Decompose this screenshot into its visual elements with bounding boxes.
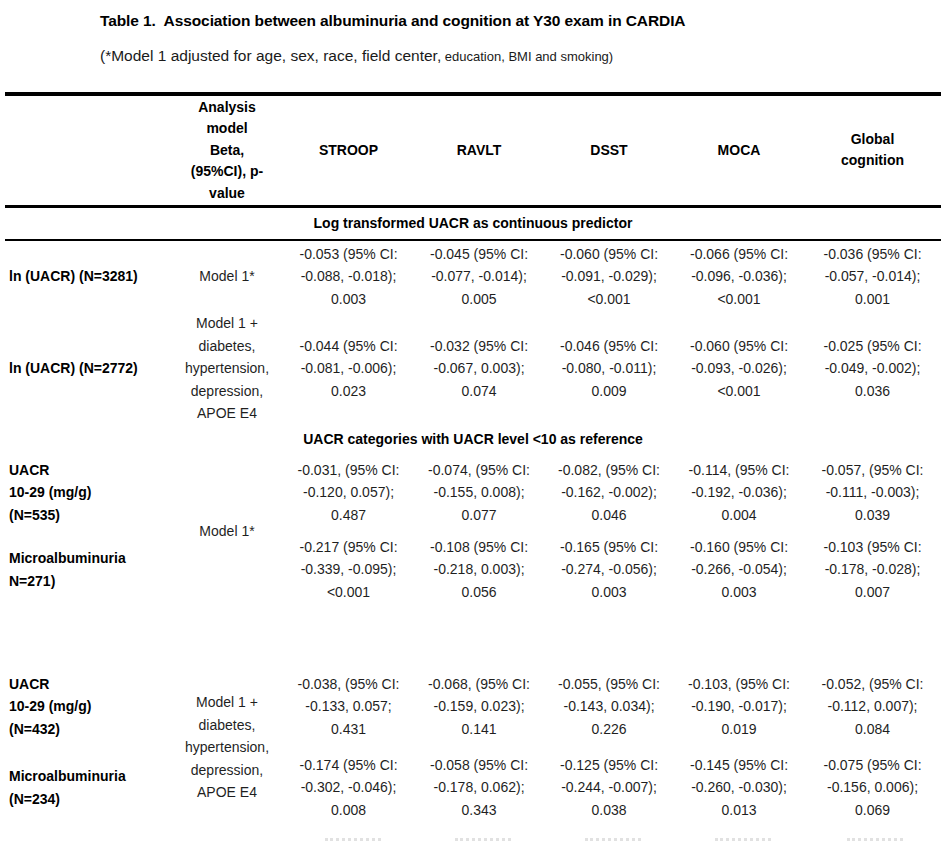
section-title-categories: UACR categories with UACR level <10 as r… <box>5 425 941 455</box>
beta-ci-p-cell: -0.052, (95% CI: -0.112, 0.007); 0.084 <box>804 667 941 747</box>
column-header-dsst: DSST <box>544 94 674 206</box>
beta-ci-p-cell: -0.074, (95% CI: -0.155, 0.008); 0.077 <box>414 455 544 531</box>
beta-ci-p-cell: -0.114, (95% CI: -0.192, -0.036); 0.004 <box>674 455 804 531</box>
beta-ci-p-cell: -0.145 (95% CI: -0.260, -0.030); 0.013 <box>674 747 804 829</box>
section-gap <box>5 609 941 667</box>
corner-cell <box>5 94 171 206</box>
model-note: (*Model 1 adjusted for age, sex, race, f… <box>100 47 946 65</box>
clipped-text-mark <box>847 838 903 844</box>
row-label-uacr-10-29-432: UACR 10-29 (mg/g) (N=432) <box>5 667 171 747</box>
clipped-next-row-artifact <box>5 839 941 844</box>
beta-ci-p-cell: -0.053 (95% CI: -0.088, -0.018); 0.003 <box>283 240 414 312</box>
model-cell-model1-extended: Model 1 + diabetes, hypertension, depres… <box>171 312 283 425</box>
section-gap-row <box>5 609 941 667</box>
beta-ci-p-cell: -0.038, (95% CI: -0.133, 0.057; 0.431 <box>283 667 414 747</box>
results-table: Analysis model Beta, (95%CI), p- value S… <box>5 92 941 829</box>
model-cell-model1-group: Model 1* <box>171 455 283 609</box>
column-header-ravlt: RAVLT <box>414 94 544 206</box>
table-row-microalbuminuria-234: Microalbuminuria (N=234) -0.174 (95% CI:… <box>5 747 941 829</box>
model-cell-model1-extended-group: Model 1 + diabetes, hypertension, depres… <box>171 667 283 829</box>
clipped-text-mark <box>325 838 381 844</box>
beta-ci-p-cell: -0.060 (95% CI: -0.093, -0.026); <0.001 <box>674 312 804 425</box>
beta-ci-p-cell: -0.036 (95% CI: -0.057, -0.014); 0.001 <box>804 240 941 312</box>
clipped-text-mark <box>455 838 511 844</box>
model-note-small: education, BMI and smoking) <box>441 49 613 64</box>
table-row-microalbuminuria-271: Microalbuminuria N=271) -0.217 (95% CI: … <box>5 531 941 609</box>
beta-ci-p-cell: -0.025 (95% CI: -0.049, -0.002); 0.036 <box>804 312 941 425</box>
beta-ci-p-cell: -0.217 (95% CI: -0.339, -0.095); <0.001 <box>283 531 414 609</box>
beta-ci-p-cell: -0.075 (95% CI: -0.156, 0.006); 0.069 <box>804 747 941 829</box>
beta-ci-p-cell: -0.055, (95% CI: -0.143, 0.034); 0.226 <box>544 667 674 747</box>
clipped-text-mark <box>585 838 641 844</box>
column-header-moca: MOCA <box>674 94 804 206</box>
page-title: Table 1. Association between albuminuria… <box>100 12 946 30</box>
beta-ci-p-cell: -0.044 (95% CI: -0.081, -0.006); 0.023 <box>283 312 414 425</box>
column-header-stroop: STROOP <box>283 94 414 206</box>
beta-ci-p-cell: -0.174 (95% CI: -0.302, -0.046); 0.008 <box>283 747 414 829</box>
clipped-text-mark <box>715 838 771 844</box>
beta-ci-p-cell: -0.057, (95% CI: -0.111, -0.003); 0.039 <box>804 455 941 531</box>
beta-ci-p-cell: -0.103 (95% CI: -0.178, -0.028); 0.007 <box>804 531 941 609</box>
column-header-analysis-model: Analysis model Beta, (95%CI), p- value <box>171 94 283 206</box>
beta-ci-p-cell: -0.060 (95% CI: -0.091, -0.029); <0.001 <box>544 240 674 312</box>
table-row-ln-uacr-3281: ln (UACR) (N=3281) Model 1* -0.053 (95% … <box>5 240 941 312</box>
beta-ci-p-cell: -0.045 (95% CI: -0.077, -0.014); 0.005 <box>414 240 544 312</box>
table-row-uacr-10-29-432: UACR 10-29 (mg/g) (N=432) Model 1 + diab… <box>5 667 941 747</box>
section-header-row-categories: UACR categories with UACR level <10 as r… <box>5 425 941 455</box>
table-row-uacr-10-29-535: UACR 10-29 (mg/g) (N=535) Model 1* -0.03… <box>5 455 941 531</box>
beta-ci-p-cell: -0.082, (95% CI: -0.162, -0.002); 0.046 <box>544 455 674 531</box>
beta-ci-p-cell: -0.032 (95% CI: -0.067, 0.003); 0.074 <box>414 312 544 425</box>
beta-ci-p-cell: -0.165 (95% CI: -0.274, -0.056); 0.003 <box>544 531 674 609</box>
model-cell-model1: Model 1* <box>171 240 283 312</box>
model-note-main: (*Model 1 adjusted for age, sex, race, f… <box>100 47 441 64</box>
section-header-row-continuous: Log transformed UACR as continuous predi… <box>5 206 941 240</box>
beta-ci-p-cell: -0.068, (95% CI: -0.159, 0.023); 0.141 <box>414 667 544 747</box>
row-label-uacr-10-29-535: UACR 10-29 (mg/g) (N=535) <box>5 455 171 531</box>
row-label-ln-uacr-3281: ln (UACR) (N=3281) <box>5 240 171 312</box>
beta-ci-p-cell: -0.103, (95% CI: -0.190, -0.017); 0.019 <box>674 667 804 747</box>
column-header-global-cognition: Global cognition <box>804 94 941 206</box>
beta-ci-p-cell: -0.125 (95% CI: -0.244, -0.007); 0.038 <box>544 747 674 829</box>
row-label-microalbuminuria-234: Microalbuminuria (N=234) <box>5 747 171 829</box>
beta-ci-p-cell: -0.066 (95% CI: -0.096, -0.036); <0.001 <box>674 240 804 312</box>
beta-ci-p-cell: -0.031, (95% CI: -0.120, 0.057); 0.487 <box>283 455 414 531</box>
beta-ci-p-cell: -0.160 (95% CI: -0.266, -0.054); 0.003 <box>674 531 804 609</box>
table-header-row: Analysis model Beta, (95%CI), p- value S… <box>5 94 941 206</box>
section-title-continuous: Log transformed UACR as continuous predi… <box>5 206 941 240</box>
beta-ci-p-cell: -0.046 (95% CI: -0.080, -0.011); 0.009 <box>544 312 674 425</box>
beta-ci-p-cell: -0.108 (95% CI: -0.218, 0.003); 0.056 <box>414 531 544 609</box>
beta-ci-p-cell: -0.058 (95% CI: -0.178, 0.062); 0.343 <box>414 747 544 829</box>
row-label-microalbuminuria-271: Microalbuminuria N=271) <box>5 531 171 609</box>
table-row-ln-uacr-2772: ln (UACR) (N=2772) Model 1 + diabetes, h… <box>5 312 941 425</box>
row-label-ln-uacr-2772: ln (UACR) (N=2772) <box>5 312 171 425</box>
